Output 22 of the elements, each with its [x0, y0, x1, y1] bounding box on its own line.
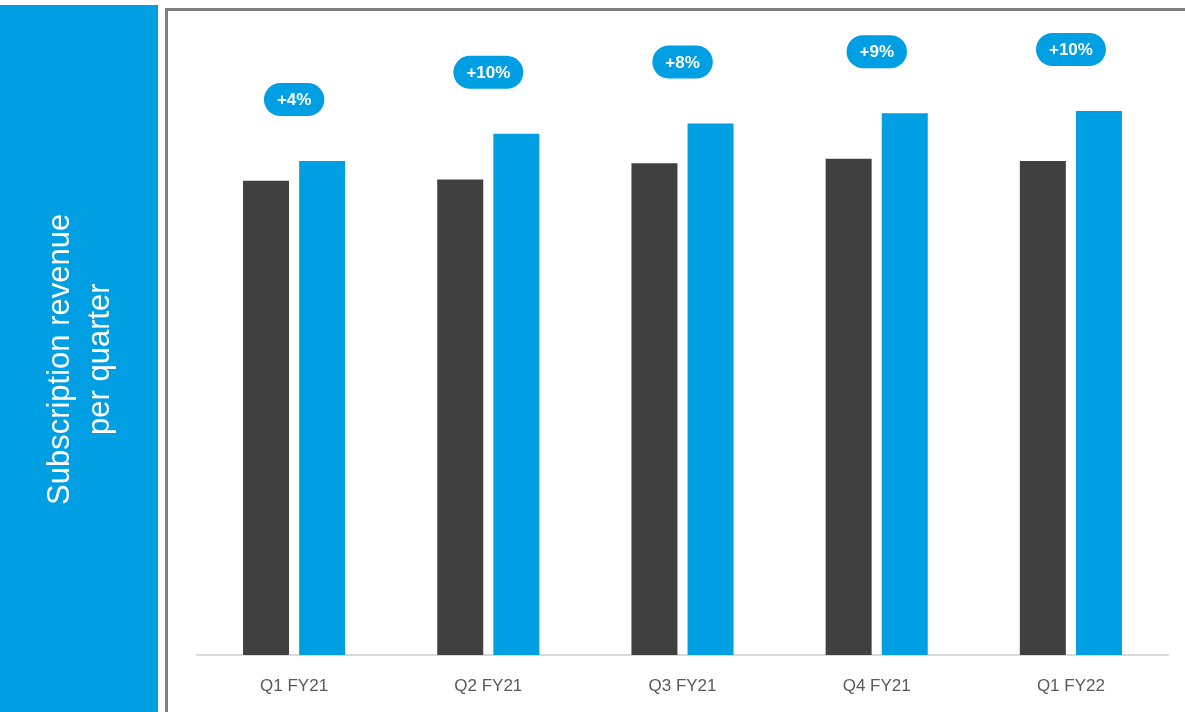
label-panel: Subscription revenue per quarter	[0, 5, 158, 712]
bar	[687, 123, 734, 655]
bar	[1075, 111, 1122, 655]
text: +9%	[859, 42, 895, 62]
x-tick-label: Q3 FY21	[648, 676, 717, 695]
bar	[437, 179, 484, 655]
bar	[825, 158, 872, 655]
bar	[299, 161, 346, 655]
text: +10%	[1048, 40, 1093, 59]
bar	[243, 180, 290, 655]
bar	[631, 163, 678, 655]
bar	[881, 113, 928, 655]
bar	[1019, 161, 1066, 655]
x-tick-label: Q1 FY21	[260, 676, 329, 695]
text: +4%	[276, 90, 312, 110]
text: +10%	[466, 62, 511, 82]
bar	[493, 133, 540, 655]
x-tick-label: Q4 FY21	[842, 676, 911, 695]
y-axis-title: Subscription revenue per quarter	[39, 211, 117, 507]
x-tick-label: Q2 FY21	[454, 676, 523, 695]
x-tick-label: Q1 FY22	[1036, 676, 1105, 695]
text: +8%	[665, 52, 700, 72]
